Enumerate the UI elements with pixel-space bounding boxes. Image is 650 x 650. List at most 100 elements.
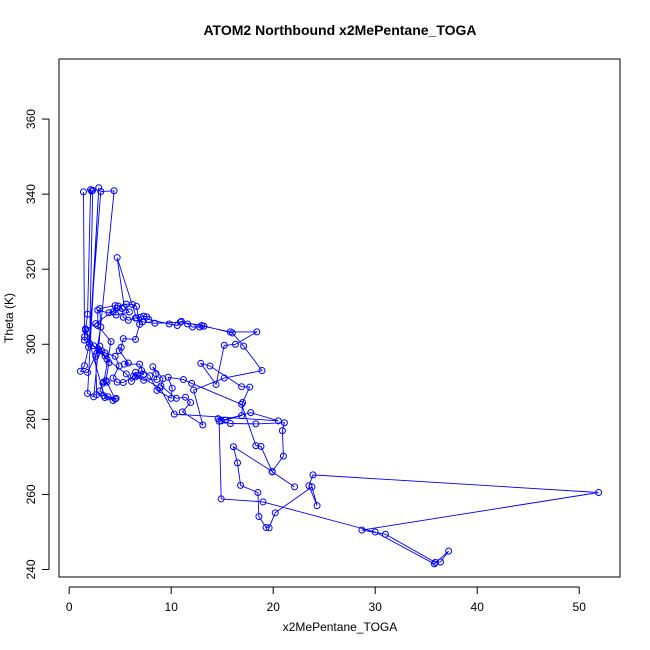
data-point <box>595 489 603 497</box>
data-point <box>92 320 100 328</box>
x-tick-label: 10 <box>165 600 179 614</box>
data-point <box>152 370 160 378</box>
data-point <box>262 523 270 531</box>
data-point <box>113 378 121 386</box>
data-point <box>240 342 248 350</box>
data-point <box>206 362 214 370</box>
data-point <box>81 336 88 344</box>
data-point <box>105 309 113 317</box>
y-tick-label: 320 <box>24 259 38 279</box>
data-point <box>139 318 147 326</box>
data-point <box>95 346 103 354</box>
data-point <box>105 359 113 367</box>
data-point <box>165 320 173 328</box>
data-point <box>252 420 260 428</box>
data-point <box>279 452 287 460</box>
data-point <box>149 363 157 371</box>
data-point <box>132 368 139 376</box>
data-point <box>159 375 167 383</box>
data-point <box>268 468 276 476</box>
y-tick-label: 340 <box>24 184 38 204</box>
data-point <box>257 442 265 450</box>
data-point <box>82 325 90 333</box>
data-point <box>100 378 108 386</box>
data-point <box>95 184 103 192</box>
data-point <box>112 394 120 402</box>
data-point <box>197 359 205 367</box>
x-axis: 0 10 20 30 40 50 <box>66 586 587 614</box>
data-point <box>113 254 121 262</box>
data-point <box>86 340 94 348</box>
data-point <box>358 526 366 534</box>
data-point <box>176 318 184 326</box>
data-point <box>127 377 135 385</box>
data-point <box>145 316 153 324</box>
data-point <box>84 368 92 376</box>
data-point <box>76 367 84 375</box>
data-point <box>226 419 234 427</box>
data-point <box>430 560 438 568</box>
data-point <box>97 188 105 196</box>
plot-frame <box>58 58 621 578</box>
data-point <box>258 367 266 375</box>
chart-title: ATOM2 Northbound x2MePentane_TOGA <box>203 22 476 38</box>
data-point <box>128 300 136 308</box>
x-tick-label: 20 <box>267 600 281 614</box>
data-point <box>179 376 187 384</box>
data-point <box>309 471 317 479</box>
data-point <box>238 412 246 420</box>
data-point <box>119 313 127 321</box>
data-point <box>274 417 282 425</box>
data-point <box>85 343 93 351</box>
data-point <box>198 322 206 330</box>
data-point <box>177 317 185 325</box>
data-point <box>120 360 128 368</box>
y-axis-label: Theta (K) <box>2 293 16 343</box>
data-point <box>94 306 102 314</box>
data-point <box>79 188 87 196</box>
data-point <box>271 509 279 517</box>
data-point <box>111 352 119 360</box>
y-tick-label: 300 <box>24 334 38 354</box>
data-point <box>110 187 118 195</box>
data-point <box>436 558 444 566</box>
x-tick-label: 50 <box>573 600 587 614</box>
data-point <box>132 335 139 343</box>
data-point <box>431 558 439 566</box>
data-point <box>138 367 146 375</box>
data-point <box>157 382 165 390</box>
x-tick-label: 0 <box>66 600 73 614</box>
data-point <box>81 362 88 370</box>
data-point <box>259 498 267 506</box>
data-point <box>246 383 254 391</box>
data-point <box>308 483 316 491</box>
data-point <box>168 384 176 392</box>
data-point <box>190 386 198 394</box>
data-point <box>196 323 204 331</box>
data-point <box>220 374 228 382</box>
data-point <box>88 187 96 195</box>
data-point <box>84 389 92 397</box>
data-point <box>133 314 141 322</box>
data-point <box>220 341 228 349</box>
data-point <box>215 417 223 425</box>
data-point <box>247 409 255 417</box>
data-point <box>167 394 175 402</box>
data-point <box>107 338 115 346</box>
data-point <box>136 360 144 368</box>
data-point <box>252 442 260 450</box>
y-tick-label: 240 <box>24 559 38 579</box>
data-point <box>313 502 321 510</box>
data-point <box>146 372 154 380</box>
data-point <box>228 329 236 337</box>
data-point <box>122 370 130 378</box>
data-point <box>133 302 141 310</box>
x-tick-label: 30 <box>369 600 383 614</box>
data-point <box>253 328 261 336</box>
data-point <box>92 352 100 360</box>
data-point <box>90 342 98 350</box>
data-point <box>188 379 196 387</box>
data-point <box>291 483 299 491</box>
data-point <box>140 376 148 384</box>
data-point <box>125 308 133 316</box>
